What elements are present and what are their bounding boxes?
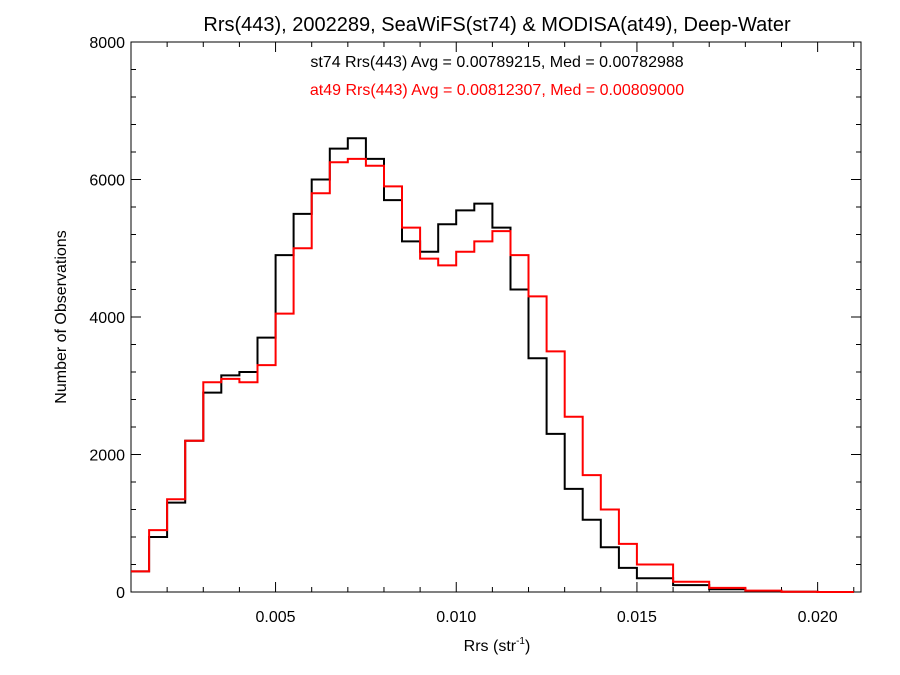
series-at49-line (131, 157, 854, 593)
x-axis-label-superscript: -1 (516, 636, 525, 647)
plot-area-frame (130, 41, 862, 593)
x-tick-label: 0.015 (617, 609, 657, 626)
y-tick-label: 0 (116, 585, 125, 602)
x-axis-label: Rrs (str-1) (464, 636, 531, 655)
y-tick-label: 8000 (89, 35, 125, 52)
y-axis-label: Number of Observations (53, 230, 70, 403)
y-axis-ticks: 0 2000 4000 6000 8000 (89, 35, 861, 602)
annotation-st74-stats: st74 Rrs(443) Avg = 0.00789215, Med = 0.… (310, 54, 683, 71)
annotation-at49-stats: at49 Rrs(443) Avg = 0.00812307, Med = 0.… (310, 82, 684, 99)
y-tick-label: 4000 (89, 310, 125, 327)
x-axis-label-main: Rrs (str (464, 638, 517, 655)
x-axis-ticks: 0.005 0.010 0.015 0.020 (130, 42, 855, 626)
series-st74-line (131, 137, 854, 593)
y-tick-label: 2000 (89, 448, 125, 465)
x-tick-label: 0.010 (436, 609, 476, 626)
x-tick-label: 0.020 (798, 609, 838, 626)
x-axis-label-close: ) (525, 638, 530, 655)
chart-title: Rrs(443), 2002289, SeaWiFS(st74) & MODIS… (203, 14, 791, 36)
x-tick-label: 0.005 (256, 609, 296, 626)
y-tick-label: 6000 (89, 173, 125, 190)
